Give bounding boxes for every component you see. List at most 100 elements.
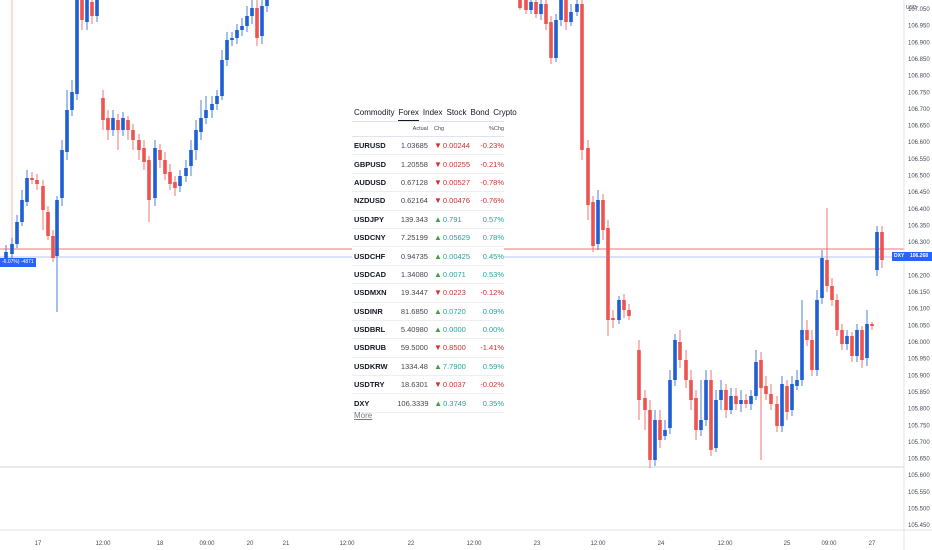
candle[interactable] [41, 180, 45, 230]
candle[interactable] [860, 326, 864, 368]
candle[interactable] [529, 0, 533, 14]
quote-row-usdbrl[interactable]: USDBRL 5.40980 ▲0.0000 0.00% [352, 321, 504, 340]
candle[interactable] [15, 215, 19, 248]
candle[interactable] [596, 190, 600, 250]
candle[interactable] [20, 190, 24, 226]
candle[interactable] [729, 388, 733, 414]
quote-row-nzdusd[interactable]: NZDUSD 0.62164 ▼0.00476 -0.76% [352, 192, 504, 211]
candle[interactable] [586, 140, 590, 220]
candle[interactable] [137, 134, 141, 160]
tab-forex[interactable]: Forex [398, 105, 419, 121]
quote-row-usdcad[interactable]: USDCAD 1.34080 ▲0.0071 0.53% [352, 266, 504, 285]
candle[interactable] [795, 370, 799, 390]
candle[interactable] [739, 390, 743, 412]
candle[interactable] [544, 0, 548, 30]
candle[interactable] [684, 350, 688, 388]
candle[interactable] [549, 16, 553, 64]
candle[interactable] [75, 0, 79, 100]
candle[interactable] [820, 250, 824, 304]
candle[interactable] [158, 144, 162, 168]
tab-crypto[interactable]: Crypto [493, 108, 517, 117]
candle[interactable] [734, 388, 738, 410]
candle[interactable] [101, 90, 105, 130]
candle[interactable] [606, 220, 610, 336]
candle[interactable] [95, 0, 99, 22]
candle[interactable] [30, 172, 34, 184]
candle[interactable] [591, 196, 595, 252]
candle[interactable] [25, 170, 29, 206]
candle[interactable] [601, 194, 605, 240]
candle[interactable] [121, 112, 125, 136]
candle[interactable] [184, 160, 188, 182]
candle[interactable] [220, 50, 224, 100]
candle[interactable] [534, 0, 538, 18]
candle[interactable] [575, 0, 579, 16]
candle[interactable] [554, 14, 558, 62]
candle[interactable] [617, 296, 621, 324]
candle[interactable] [580, 0, 584, 160]
candle[interactable] [699, 380, 703, 436]
candle[interactable] [569, 4, 573, 26]
tab-index[interactable]: Index [422, 108, 443, 117]
candle[interactable] [70, 80, 74, 116]
candle[interactable] [780, 376, 784, 432]
candle[interactable] [35, 174, 39, 190]
quote-row-usdmxn[interactable]: USDMXN 19.3447 ▼0.0223 -0.12% [352, 284, 504, 303]
candle[interactable] [215, 90, 219, 110]
candle[interactable] [749, 390, 753, 410]
candle[interactable] [65, 90, 69, 160]
candle[interactable] [775, 396, 779, 432]
candle[interactable] [668, 370, 672, 434]
quote-row-usdkrw[interactable]: USDKRW 1334.48 ▲7.7900 0.59% [352, 358, 504, 377]
candle[interactable] [178, 170, 182, 192]
candle[interactable] [785, 380, 789, 420]
candle[interactable] [810, 330, 814, 376]
candle[interactable] [10, 238, 14, 258]
candle[interactable] [870, 322, 874, 330]
candle[interactable] [840, 324, 844, 350]
candle[interactable] [230, 32, 234, 46]
candle[interactable] [210, 96, 214, 118]
candle[interactable] [106, 110, 110, 140]
candle[interactable] [627, 304, 631, 320]
candle[interactable] [116, 114, 120, 150]
candle[interactable] [769, 384, 773, 410]
quote-row-usdinr[interactable]: USDINR 81.6850 ▲0.0720 0.09% [352, 303, 504, 321]
candle[interactable] [564, 0, 568, 30]
tab-bond[interactable]: Bond [470, 108, 490, 117]
candle[interactable] [240, 18, 244, 36]
candle[interactable] [265, 0, 269, 12]
candle[interactable] [126, 116, 130, 140]
candle[interactable] [663, 420, 667, 440]
candle[interactable] [111, 110, 115, 136]
candle[interactable] [865, 310, 869, 366]
candle[interactable] [245, 6, 249, 32]
candle[interactable] [835, 294, 839, 336]
candle[interactable] [709, 370, 713, 456]
candle[interactable] [131, 124, 135, 150]
candle[interactable] [194, 120, 198, 160]
candle[interactable] [704, 370, 708, 426]
candle[interactable] [805, 320, 809, 346]
candle[interactable] [825, 208, 829, 292]
candle[interactable] [539, 0, 543, 20]
candle[interactable] [855, 324, 859, 362]
candle[interactable] [724, 384, 728, 418]
candle[interactable] [142, 140, 146, 170]
quote-row-gbpusd[interactable]: GBPUSD 1.20558 ▼0.00255 -0.21% [352, 155, 504, 174]
candle[interactable] [46, 206, 50, 240]
candle[interactable] [189, 140, 193, 176]
candle[interactable] [648, 400, 652, 468]
quote-row-usdrub[interactable]: USDRUB 59.5000 ▼0.8500 -1.41% [352, 339, 504, 358]
candle[interactable] [622, 294, 626, 318]
candle[interactable] [744, 394, 748, 408]
candle[interactable] [845, 330, 849, 350]
candle[interactable] [168, 164, 172, 190]
candle[interactable] [643, 390, 647, 430]
candle[interactable] [689, 370, 693, 410]
candle[interactable] [255, 0, 259, 46]
candle[interactable] [524, 0, 528, 14]
candle[interactable] [90, 0, 94, 24]
candle[interactable] [173, 176, 177, 196]
